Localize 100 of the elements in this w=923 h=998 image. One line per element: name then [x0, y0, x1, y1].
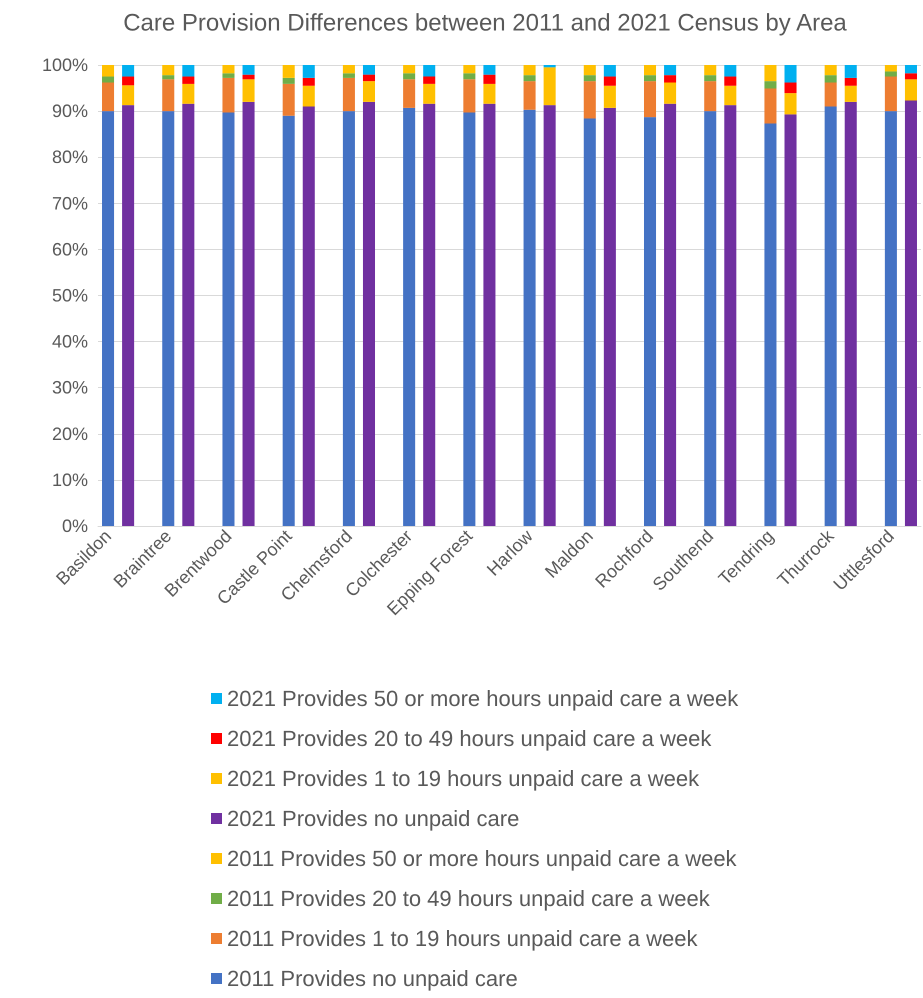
bar: [102, 65, 114, 77]
bar: [844, 86, 857, 102]
bar: [282, 78, 295, 84]
bar: [704, 75, 716, 82]
legend-label: 2021 Provides 1 to 19 hours unpaid care a week: [227, 766, 700, 791]
bar: [884, 71, 897, 77]
bar: [342, 78, 355, 112]
bar: [524, 81, 536, 110]
bar: [904, 79, 917, 100]
bar: [483, 104, 496, 526]
bar: [122, 85, 134, 106]
bar: [724, 86, 736, 106]
bar: [342, 65, 355, 74]
bar: [302, 65, 315, 78]
bar: [884, 111, 897, 526]
bar: [182, 65, 194, 77]
bar: [604, 86, 616, 108]
bar: [222, 112, 234, 526]
bar: [884, 65, 897, 72]
bar: [524, 75, 536, 82]
bar: [904, 100, 917, 526]
bar: [182, 104, 194, 526]
bar: [644, 75, 656, 82]
bar: [664, 75, 676, 83]
bar: [784, 65, 797, 83]
bar: [222, 65, 234, 74]
bar: [182, 84, 194, 104]
bar: [584, 75, 596, 82]
bar: [904, 65, 917, 74]
bar: [784, 82, 797, 94]
bar: [724, 76, 736, 86]
legend-label: 2011 Provides 50 or more hours unpaid care a week: [227, 846, 738, 871]
legend-label: 2021 Provides no unpaid care: [227, 806, 520, 831]
bar: [403, 65, 416, 74]
bar: [824, 65, 837, 76]
y-tick-label: 100%: [42, 55, 88, 75]
bar: [544, 105, 556, 526]
bar: [182, 76, 194, 84]
bar: [524, 65, 536, 76]
bar: [222, 78, 234, 112]
legend-label: 2021 Provides 20 to 49 hours unpaid care a week: [227, 726, 712, 751]
bar: [242, 102, 255, 526]
y-tick-label: 70%: [52, 193, 88, 214]
y-tick-label: 90%: [52, 101, 88, 122]
bar: [122, 105, 134, 526]
bar: [122, 65, 134, 77]
bar: [403, 108, 416, 526]
bar: [584, 118, 596, 526]
bar: [483, 74, 496, 84]
bar: [102, 111, 114, 526]
bar: [162, 65, 174, 76]
bar: [162, 79, 174, 112]
bar: [423, 84, 436, 104]
bar: [483, 65, 496, 75]
legend-label: 2011 Provides no unpaid care: [227, 966, 518, 991]
bar: [824, 106, 837, 526]
legend-label: 2011 Provides 20 to 49 hours unpaid care a week: [227, 886, 711, 911]
bar: [122, 76, 134, 86]
bar: [904, 73, 917, 80]
bar: [884, 76, 897, 112]
bar: [463, 112, 476, 526]
bar: [764, 81, 776, 89]
bar: [784, 114, 797, 526]
bar: [704, 111, 716, 526]
bar: [604, 76, 616, 86]
bar: [403, 79, 416, 108]
bar: [604, 65, 616, 77]
bar: [784, 93, 797, 114]
bar: [282, 84, 295, 116]
bar: [764, 88, 776, 124]
bar: [844, 65, 857, 78]
y-tick-label: 0%: [62, 516, 88, 536]
bar: [483, 84, 496, 104]
bar: [463, 65, 476, 74]
bar: [282, 116, 295, 526]
bar: [242, 74, 255, 80]
bar: [342, 73, 355, 78]
chart-title: Care Provision Differences between 2011 and 2021 Census by Area: [123, 10, 848, 36]
bar: [724, 105, 736, 526]
bar: [242, 79, 255, 102]
bar: [362, 102, 376, 526]
bar: [664, 82, 676, 104]
bar: [664, 104, 676, 526]
y-tick-label: 20%: [52, 424, 88, 444]
bar: [644, 65, 656, 76]
bar: [524, 110, 536, 526]
bar: [423, 76, 436, 84]
bar: [704, 65, 716, 76]
bar: [302, 86, 315, 106]
bar: [222, 73, 234, 78]
bar: [824, 82, 837, 106]
y-tick-label: 10%: [52, 470, 88, 490]
bar: [102, 76, 114, 83]
bar: [724, 65, 736, 77]
bar: [644, 81, 656, 118]
bar: [302, 78, 315, 86]
legend-label: 2021 Provides 50 or more hours unpaid care a week: [227, 686, 740, 711]
bar: [362, 81, 376, 102]
y-tick-label: 40%: [52, 332, 88, 352]
bar: [362, 74, 376, 82]
